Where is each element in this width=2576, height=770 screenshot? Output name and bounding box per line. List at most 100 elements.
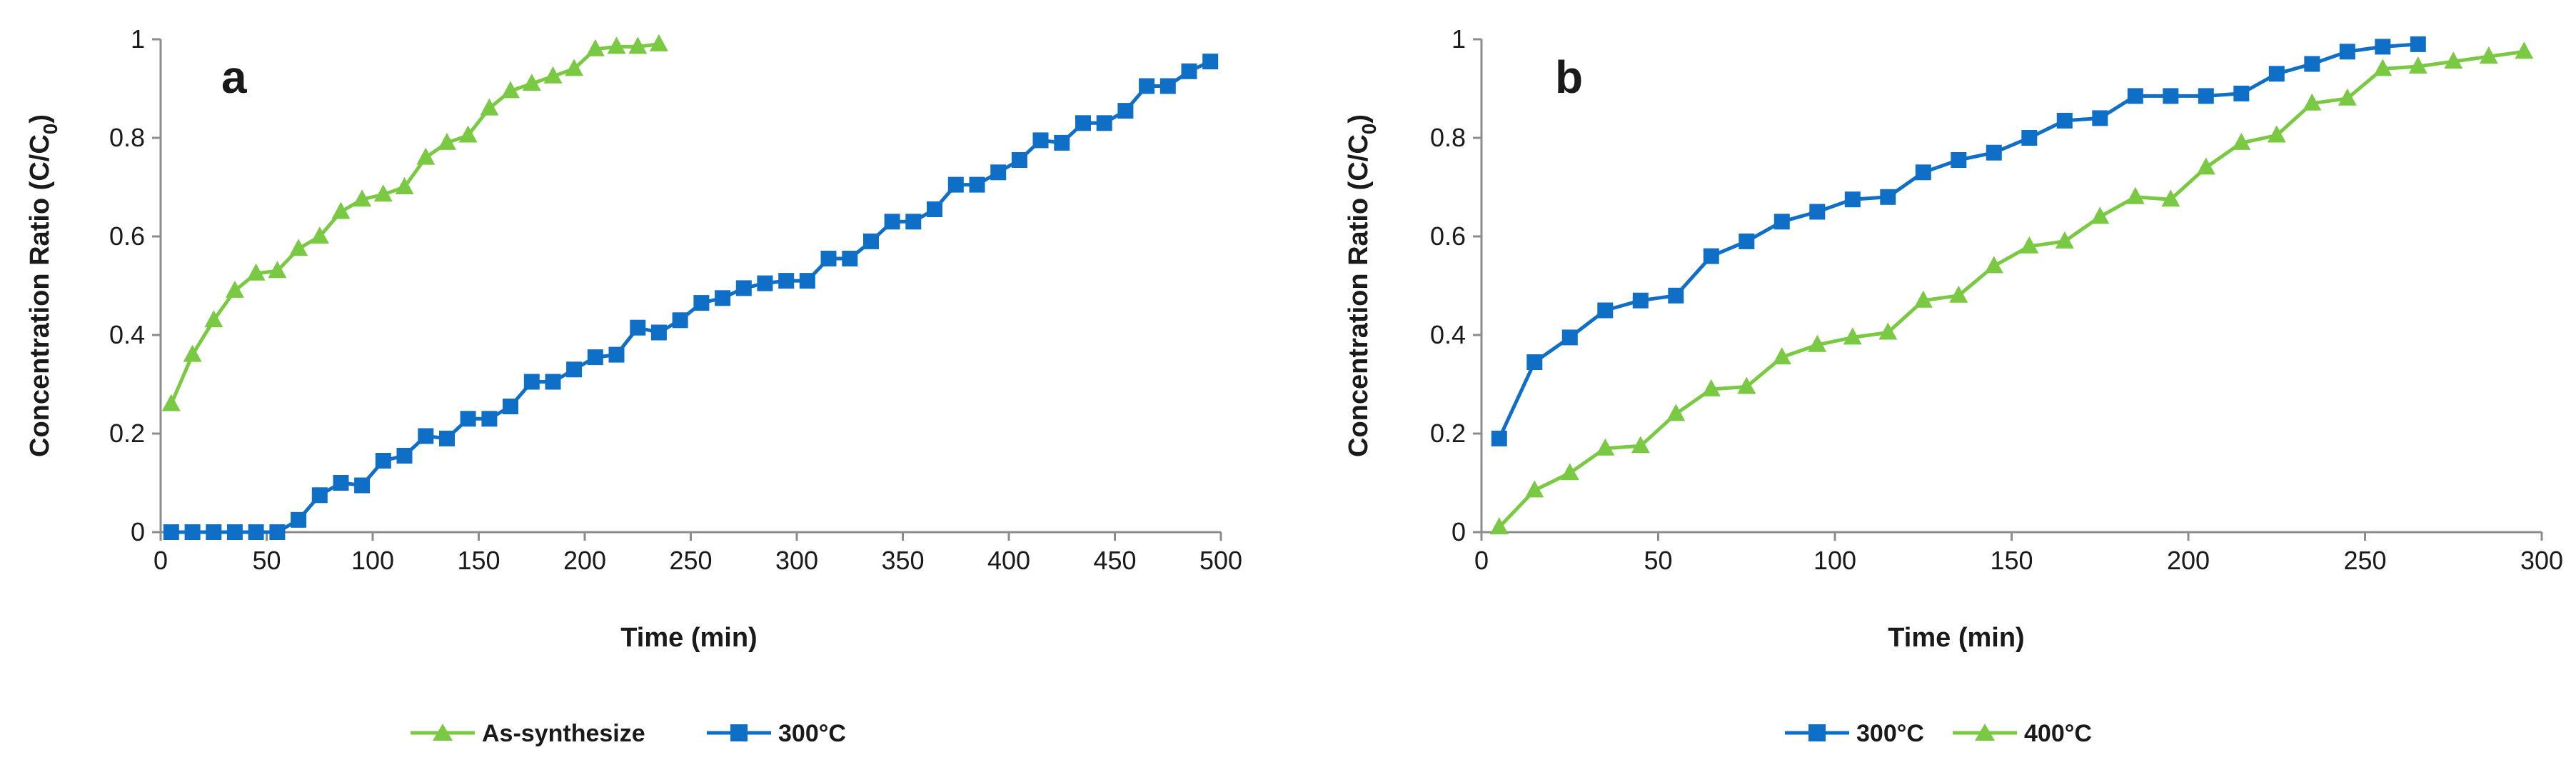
data-point [1739, 233, 1755, 249]
data-point [2163, 88, 2179, 104]
data-point [778, 273, 795, 289]
data-point [458, 125, 478, 143]
data-point [2127, 88, 2143, 104]
data-point [353, 189, 372, 207]
data-point [1117, 103, 1134, 119]
legend-a: As-synthesize 300°C [411, 720, 846, 747]
data-point [2055, 231, 2074, 249]
data-point [842, 251, 858, 266]
x-tick-label-a: 300 [775, 546, 818, 575]
data-point [1632, 292, 1649, 309]
legend-b-swatch-marker-1 [1975, 724, 1995, 741]
x-tick-label-a: 150 [457, 546, 500, 575]
data-point [2338, 88, 2357, 106]
data-point [630, 319, 646, 336]
x-tick-label-a: 50 [252, 546, 281, 575]
x-tick-label-b: 100 [1813, 546, 1856, 575]
data-point [2161, 189, 2180, 207]
data-point [1139, 78, 1155, 94]
data-point [820, 251, 837, 266]
data-point [649, 34, 668, 51]
data-point [1075, 115, 1091, 131]
y-axis-title-a-sub: 0 [39, 124, 61, 135]
legend-a-item-1: 300°C [707, 720, 846, 747]
data-point [543, 66, 563, 84]
data-point [204, 310, 223, 328]
data-point [1986, 144, 2002, 161]
legend-b: 300°C 400°C [1785, 720, 2092, 747]
data-point [545, 374, 561, 390]
data-point [269, 524, 286, 540]
chart-b: b 0 50 100 150 200 250 300 0 0.2 0.4 0.6 0.8 1 Time … [1344, 24, 2563, 747]
data-point [2091, 206, 2110, 224]
legend-a-item-0: As-synthesize [411, 720, 645, 747]
data-point [1032, 132, 1049, 149]
data-point [206, 524, 222, 540]
data-point [1159, 78, 1176, 94]
data-point [1489, 517, 1509, 535]
x-tick-label-b: 200 [2167, 546, 2210, 575]
y-axis-title-b-main: Concentration Ratio (C/C [1344, 134, 1374, 457]
data-point [1525, 480, 1544, 498]
data-point [1597, 302, 1614, 319]
data-point [2196, 157, 2215, 175]
data-point [607, 36, 626, 54]
y-axis-title-a-close: ) [25, 114, 55, 124]
x-tick-label-b: 250 [2343, 546, 2386, 575]
data-point [587, 349, 603, 366]
data-point [1772, 347, 1791, 365]
data-point [311, 487, 328, 504]
x-tick-label-a: 0 [154, 546, 168, 575]
data-point [2304, 56, 2320, 72]
data-point [2092, 110, 2108, 126]
y-tick-label-b: 0 [1451, 517, 1466, 546]
data-point [438, 132, 456, 150]
data-point [481, 411, 498, 427]
data-point [1951, 152, 1967, 168]
y-tick-label-a: 0 [131, 517, 145, 546]
legend-b-label-1: 400°C [2024, 720, 2092, 747]
data-point [2233, 85, 2250, 101]
data-point [1631, 436, 1650, 454]
data-point [884, 214, 900, 230]
x-tick-label-a: 200 [563, 546, 606, 575]
series-line-b-1 [1497, 49, 2525, 529]
data-point [161, 394, 181, 411]
y-tick-label-b: 1 [1451, 24, 1466, 54]
data-point [354, 477, 371, 494]
data-point [2232, 132, 2251, 150]
data-point [416, 147, 436, 165]
data-point [1668, 287, 1684, 304]
y-tick-label-b: 0.8 [1430, 123, 1466, 152]
data-point [2373, 59, 2393, 76]
data-point [1773, 214, 1790, 230]
x-tick-label-a: 400 [987, 546, 1030, 575]
y-tick-label-a: 1 [131, 24, 145, 54]
data-point [1701, 379, 1721, 396]
series-a-0 [161, 34, 668, 411]
data-point [1913, 290, 1933, 308]
data-point [650, 324, 667, 341]
data-point [439, 430, 455, 446]
series-line-b-0 [1497, 42, 2418, 439]
panel-label-a: a [221, 51, 247, 103]
data-point [565, 59, 584, 76]
data-point [333, 475, 349, 491]
x-tick-label-b: 0 [1474, 546, 1489, 575]
x-axis-title-b: Time (min) [1888, 623, 2024, 653]
x-tick-label-a: 100 [351, 546, 394, 575]
data-point [2444, 51, 2463, 69]
data-point [1596, 438, 1615, 456]
data-point [163, 524, 179, 540]
x-tick-label-a: 500 [1199, 546, 1242, 575]
legend-a-swatch-marker-1 [730, 724, 748, 741]
data-point [1202, 54, 1219, 70]
data-point [1843, 327, 1862, 345]
data-point [757, 275, 773, 291]
legend-b-item-1: 400°C [1953, 720, 2092, 747]
data-point [2268, 66, 2285, 82]
data-point [2408, 56, 2427, 74]
data-point [331, 201, 351, 219]
series-a-1 [163, 54, 1219, 540]
